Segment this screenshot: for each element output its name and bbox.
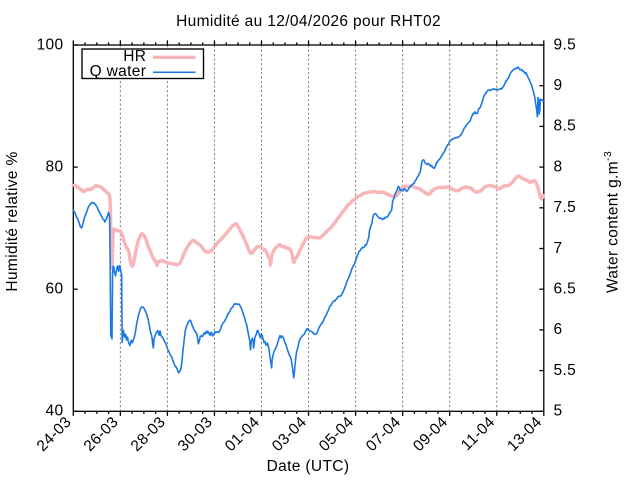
svg-text:9: 9	[554, 77, 563, 94]
svg-text:40: 40	[46, 403, 64, 420]
svg-text:6.5: 6.5	[554, 281, 577, 298]
svg-text:5.5: 5.5	[554, 362, 577, 379]
svg-text:8.5: 8.5	[554, 118, 577, 135]
svg-text:9.5: 9.5	[554, 36, 577, 53]
svg-text:Humidité au 12/04/2026 pour RH: Humidité au 12/04/2026 pour RHT02	[176, 13, 441, 30]
svg-text:Water content g.m-3: Water content g.m-3	[602, 151, 622, 293]
svg-text:8: 8	[554, 158, 563, 175]
svg-text:80: 80	[46, 158, 64, 175]
svg-text:7: 7	[554, 240, 563, 257]
svg-text:Date (UTC): Date (UTC)	[267, 458, 350, 475]
svg-text:Q water: Q water	[90, 63, 147, 80]
svg-text:60: 60	[46, 281, 64, 298]
svg-text:7.5: 7.5	[554, 199, 577, 216]
svg-text:Humidité relative %: Humidité relative %	[4, 151, 21, 291]
svg-text:100: 100	[37, 36, 64, 53]
svg-text:HR: HR	[123, 48, 146, 65]
svg-text:6: 6	[554, 321, 563, 338]
svg-text:5: 5	[554, 403, 563, 420]
